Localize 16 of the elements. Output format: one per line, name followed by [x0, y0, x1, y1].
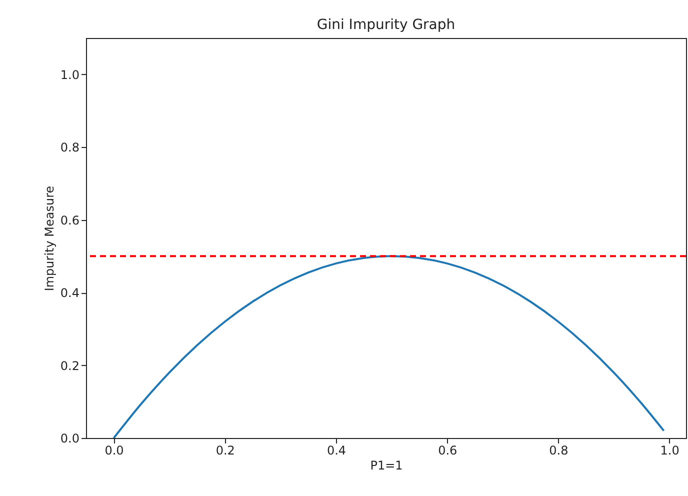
y-axis-title: Impurity Measure — [42, 186, 56, 292]
chart-title: Gini Impurity Graph — [316, 17, 456, 33]
x-tick-label: 0.6 — [438, 444, 458, 458]
y-tick-label: 0.2 — [60, 358, 80, 373]
line-series — [112, 255, 665, 438]
x-tick-label: 1.0 — [660, 444, 680, 458]
x-tick-label: 0.8 — [549, 444, 568, 458]
x-axis-title: P1=1 — [370, 458, 403, 472]
y-tick-label: 0.4 — [60, 286, 80, 300]
y-tick-label: 1.0 — [60, 68, 80, 82]
y-tick-label: 0.0 — [60, 432, 80, 446]
x-tick-label: 0.4 — [326, 444, 346, 458]
y-tick-label: 0.8 — [60, 140, 80, 155]
x-tick-label: 0.2 — [216, 444, 235, 458]
x-tick-label: 0.0 — [104, 444, 124, 458]
y-tick-label: 0.6 — [60, 213, 80, 228]
